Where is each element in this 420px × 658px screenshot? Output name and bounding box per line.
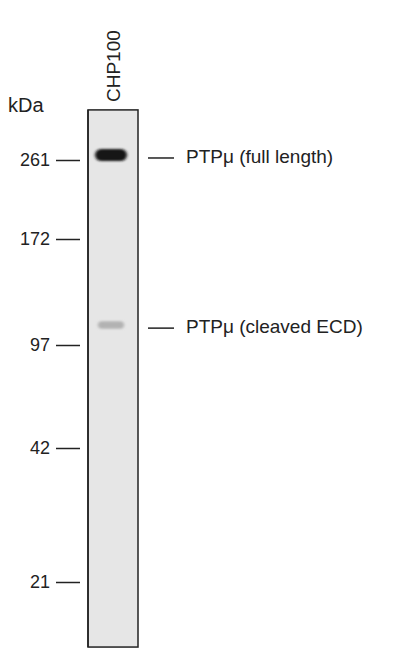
tick-mark — [56, 448, 80, 450]
band-label: PTPμ (full length) — [186, 146, 333, 167]
tick-label: 42 — [30, 438, 50, 458]
tick: 21 — [30, 572, 80, 592]
tick-label: 97 — [30, 335, 50, 355]
tick: 42 — [30, 438, 80, 458]
tick-mark — [56, 345, 80, 347]
band — [95, 149, 127, 161]
lane-label: CHP100 — [103, 30, 124, 102]
lane — [88, 110, 138, 647]
axis-title: kDa — [8, 94, 44, 116]
band — [98, 321, 124, 329]
tick-mark — [56, 239, 80, 241]
tick: 97 — [30, 335, 80, 355]
annotation-leader — [148, 327, 174, 329]
tick-label: 261 — [20, 150, 50, 170]
y-axis: 261 172 97 42 21 — [20, 110, 88, 647]
tick-mark — [56, 582, 80, 584]
tick: 261 — [20, 150, 80, 170]
tick-label: 172 — [20, 229, 50, 249]
blot-figure: 261 172 97 42 21 kDa CHP100 PTPμ (full length) P… — [0, 0, 420, 658]
tick-label: 21 — [30, 572, 50, 592]
tick-mark — [56, 160, 80, 162]
annotation-leader — [148, 157, 174, 159]
axis-line — [87, 110, 89, 647]
band-label: PTPμ (cleaved ECD) — [186, 316, 363, 337]
tick: 172 — [20, 229, 80, 249]
bands — [95, 149, 127, 329]
